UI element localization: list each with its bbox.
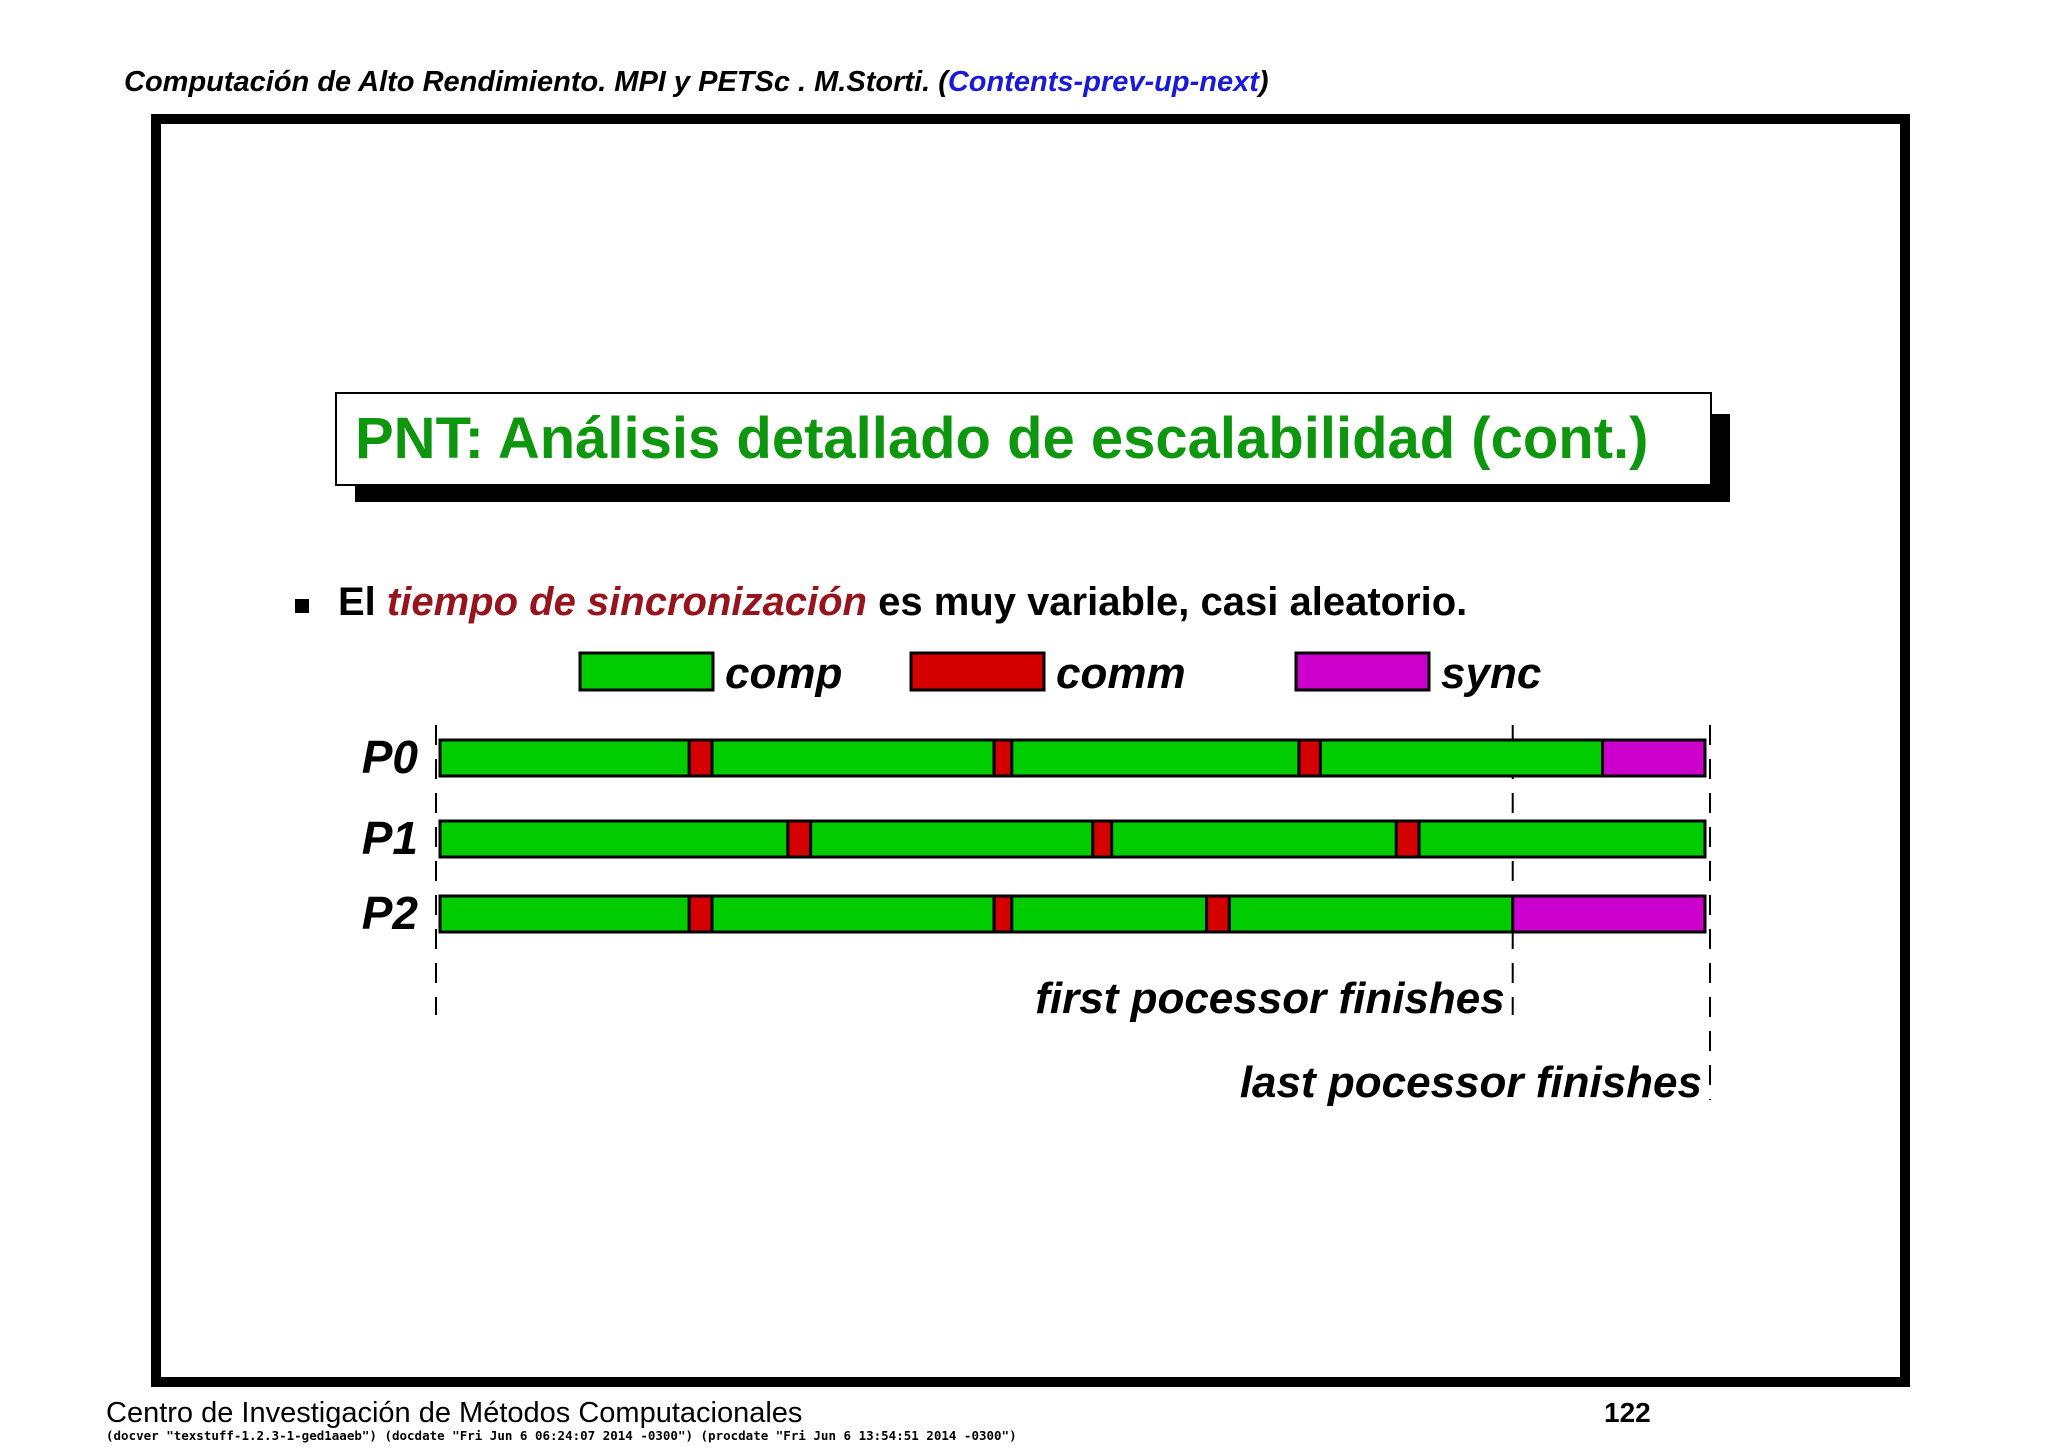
segment-comm xyxy=(687,894,714,934)
nav-separator: - xyxy=(1189,66,1200,98)
bullet-square-icon xyxy=(295,599,309,613)
segment-sync xyxy=(1511,894,1707,934)
legend-swatch-sync xyxy=(1294,651,1431,692)
footer-institution: Centro de Investigación de Métodos Compu… xyxy=(106,1397,803,1429)
legend-label-sync: sync xyxy=(1441,649,1541,698)
marker-label: first pocessor finishes xyxy=(1035,974,1504,1023)
segment-comp xyxy=(710,738,996,778)
segment-comm xyxy=(1205,894,1231,934)
slide-frame xyxy=(151,114,1910,1387)
legend-swatch-comp xyxy=(578,651,715,692)
nav-separator: - xyxy=(1073,66,1084,98)
bullet-text: El tiempo de sincronización es muy varia… xyxy=(338,580,1467,625)
nav-separator: - xyxy=(1144,66,1155,98)
processor-label: P2 xyxy=(362,887,419,939)
nav-prev-link[interactable]: prev xyxy=(1083,66,1145,98)
bullet-emphasis: tiempo de sincronización xyxy=(386,580,867,624)
legend-label-comp: comp xyxy=(725,649,842,698)
segment-comm xyxy=(992,738,1014,778)
segment-comm xyxy=(992,894,1014,934)
segment-comm xyxy=(1394,819,1421,859)
segment-comp xyxy=(1417,819,1707,859)
segment-comm xyxy=(1297,738,1322,778)
header-text: Computación de Alto Rendimiento. MPI y P… xyxy=(124,66,948,98)
marker-label: last pocessor finishes xyxy=(1240,1058,1702,1107)
segment-comp xyxy=(1010,894,1209,934)
segment-comp xyxy=(1110,819,1398,859)
running-header: Computación de Alto Rendimiento. MPI y P… xyxy=(124,66,1269,99)
segment-comp xyxy=(438,819,790,859)
slide-title: PNT: Análisis detallado de escalabilidad… xyxy=(335,392,1712,486)
bullet-before: El xyxy=(338,580,387,624)
nav-contents-link[interactable]: Contents xyxy=(947,66,1074,98)
legend-swatch-comm xyxy=(909,651,1046,692)
bullet-after: es muy variable, casi aleatorio. xyxy=(866,580,1468,624)
legend-label-comm: comm xyxy=(1056,649,1186,698)
header-close-paren: ) xyxy=(1258,66,1269,98)
segment-comp xyxy=(438,894,691,934)
segment-comm xyxy=(687,738,714,778)
segment-comp xyxy=(809,819,1095,859)
segment-comm xyxy=(786,819,813,859)
segment-comp xyxy=(710,894,996,934)
nav-up-link[interactable]: up xyxy=(1154,66,1190,98)
processor-label: P0 xyxy=(362,731,419,783)
nav-next-link[interactable]: next xyxy=(1199,66,1259,98)
segment-comm xyxy=(1091,819,1114,859)
footer-version-info: (docver "texstuff-1.2.3-1-ged1aaeb") (do… xyxy=(106,1428,1017,1443)
segment-comp xyxy=(1010,738,1301,778)
segment-comp xyxy=(438,738,691,778)
processor-label: P1 xyxy=(362,812,418,864)
segment-comp xyxy=(1318,738,1605,778)
segment-comp xyxy=(1227,894,1515,934)
page-number: 122 xyxy=(1604,1397,1651,1428)
segment-sync xyxy=(1601,738,1707,778)
